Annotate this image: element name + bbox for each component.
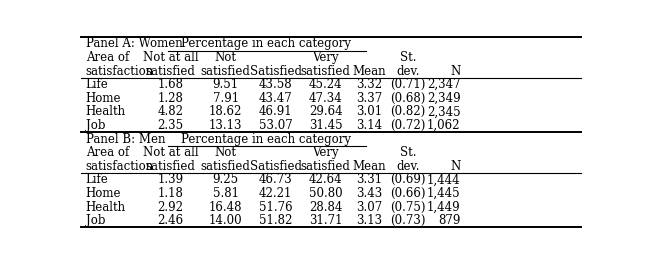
Text: (0.75): (0.75) [390, 200, 426, 213]
Text: 3.43: 3.43 [357, 187, 382, 200]
Text: 50.80: 50.80 [309, 187, 342, 200]
Text: 46.73: 46.73 [259, 173, 292, 186]
Text: N: N [450, 160, 461, 173]
Text: 2.35: 2.35 [157, 119, 184, 132]
Text: Very: Very [312, 146, 339, 159]
Text: Life: Life [86, 173, 108, 186]
Text: Panel A: Women: Panel A: Women [86, 37, 183, 50]
Text: Job: Job [86, 214, 105, 227]
Text: 2.92: 2.92 [157, 200, 184, 213]
Text: 53.07: 53.07 [259, 119, 292, 132]
Text: 9.51: 9.51 [212, 78, 239, 91]
Text: St.: St. [400, 51, 416, 64]
Text: 1.28: 1.28 [157, 92, 184, 105]
Text: Not at all: Not at all [143, 146, 199, 159]
Text: Not: Not [215, 51, 237, 64]
Text: Percentage in each category: Percentage in each category [181, 133, 351, 146]
Text: 43.58: 43.58 [259, 78, 292, 91]
Text: (0.69): (0.69) [390, 173, 426, 186]
Text: 51.82: 51.82 [259, 214, 292, 227]
Text: dev.: dev. [396, 160, 420, 173]
Text: satisfaction: satisfaction [86, 65, 154, 78]
Text: 1,449: 1,449 [427, 200, 461, 213]
Text: 1.68: 1.68 [157, 78, 184, 91]
Text: satisfied: satisfied [146, 160, 195, 173]
Text: 51.76: 51.76 [259, 200, 292, 213]
Text: 2.46: 2.46 [157, 214, 184, 227]
Text: 46.91: 46.91 [259, 105, 292, 118]
Text: 1,445: 1,445 [427, 187, 461, 200]
Text: satisfaction: satisfaction [86, 160, 154, 173]
Text: 29.64: 29.64 [309, 105, 342, 118]
Text: 45.24: 45.24 [309, 78, 342, 91]
Text: 42.64: 42.64 [309, 173, 342, 186]
Text: 47.34: 47.34 [309, 92, 342, 105]
Text: Life: Life [86, 78, 108, 91]
Text: 14.00: 14.00 [209, 214, 243, 227]
Text: 879: 879 [438, 214, 461, 227]
Text: 16.48: 16.48 [209, 200, 243, 213]
Text: 3.07: 3.07 [357, 200, 382, 213]
Text: Percentage in each category: Percentage in each category [181, 37, 351, 50]
Text: 43.47: 43.47 [259, 92, 292, 105]
Text: (0.72): (0.72) [390, 119, 426, 132]
Text: Home: Home [86, 187, 121, 200]
Text: (0.73): (0.73) [390, 214, 426, 227]
Text: Health: Health [86, 105, 126, 118]
Text: Home: Home [86, 92, 121, 105]
Text: Panel B: Men: Panel B: Men [86, 133, 165, 146]
Text: St.: St. [400, 146, 416, 159]
Text: Very: Very [312, 51, 339, 64]
Text: 2,347: 2,347 [427, 78, 461, 91]
Text: Not: Not [215, 146, 237, 159]
Text: Satisfied: Satisfied [250, 160, 302, 173]
Text: 18.62: 18.62 [209, 105, 243, 118]
Text: 3.31: 3.31 [357, 173, 382, 186]
Text: 28.84: 28.84 [309, 200, 342, 213]
Text: 5.81: 5.81 [213, 187, 239, 200]
Text: satisfied: satisfied [201, 160, 250, 173]
Text: Mean: Mean [353, 65, 386, 78]
Text: N: N [450, 65, 461, 78]
Text: 1,062: 1,062 [427, 119, 461, 132]
Text: 1.39: 1.39 [157, 173, 184, 186]
Text: satisfied: satisfied [201, 65, 250, 78]
Text: 1,444: 1,444 [427, 173, 461, 186]
Text: Area of: Area of [86, 146, 129, 159]
Text: 3.37: 3.37 [357, 92, 382, 105]
Text: 2,349: 2,349 [427, 92, 461, 105]
Text: dev.: dev. [396, 65, 420, 78]
Text: 3.14: 3.14 [357, 119, 382, 132]
Text: Health: Health [86, 200, 126, 213]
Text: satisfied: satisfied [301, 160, 350, 173]
Text: 31.45: 31.45 [309, 119, 342, 132]
Text: Mean: Mean [353, 160, 386, 173]
Text: 1.18: 1.18 [157, 187, 184, 200]
Text: 31.71: 31.71 [309, 214, 342, 227]
Text: (0.68): (0.68) [390, 92, 426, 105]
Text: 42.21: 42.21 [259, 187, 292, 200]
Text: 3.13: 3.13 [357, 214, 382, 227]
Text: satisfied: satisfied [146, 65, 195, 78]
Text: (0.66): (0.66) [390, 187, 426, 200]
Text: 2,345: 2,345 [427, 105, 461, 118]
Text: (0.71): (0.71) [390, 78, 426, 91]
Text: 7.91: 7.91 [212, 92, 239, 105]
Text: 4.82: 4.82 [157, 105, 184, 118]
Text: Job: Job [86, 119, 105, 132]
Text: 13.13: 13.13 [209, 119, 243, 132]
Text: (0.82): (0.82) [390, 105, 426, 118]
Text: Not at all: Not at all [143, 51, 199, 64]
Text: 3.01: 3.01 [357, 105, 382, 118]
Text: Area of: Area of [86, 51, 129, 64]
Text: Satisfied: Satisfied [250, 65, 302, 78]
Text: satisfied: satisfied [301, 65, 350, 78]
Text: 3.32: 3.32 [357, 78, 382, 91]
Text: 9.25: 9.25 [212, 173, 239, 186]
